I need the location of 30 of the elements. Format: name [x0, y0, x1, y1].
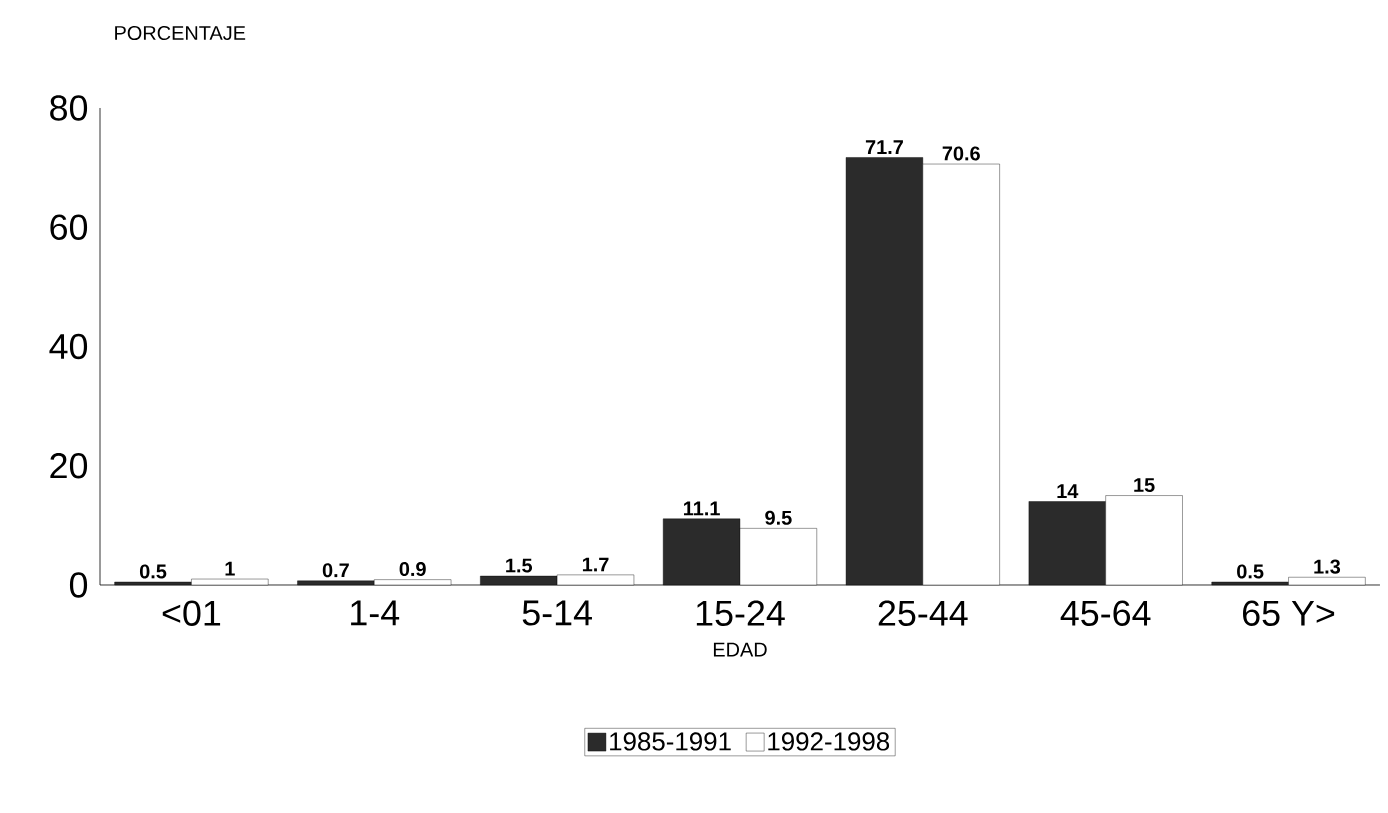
y-tick-label: 60 [50, 214, 88, 240]
x-tick-label: 1-4 [351, 600, 400, 626]
x-tick-label: 45-64 [1060, 600, 1151, 626]
data-label: 1.7 [582, 557, 609, 572]
x-tick-label: 15-24 [696, 600, 785, 626]
y-tick-label: 40 [49, 333, 88, 360]
data-label: 1 [225, 561, 235, 576]
y-axis-title: PORCENTAJE [115, 25, 246, 41]
data-label: 1.3 [1314, 559, 1341, 574]
legend-label: 1985-1991 [610, 732, 731, 751]
data-label: 71.7 [865, 140, 903, 154]
x-tick-label: 5-14 [522, 600, 592, 626]
data-label: 15 [1134, 478, 1155, 493]
y-tick-label: 0 [69, 572, 88, 598]
x-axis-title: EDAD [713, 642, 767, 657]
y-tick-label: 20 [50, 453, 88, 479]
x-tick-label: 25-44 [878, 600, 968, 626]
data-label: 11.1 [683, 501, 720, 516]
x-tick-label: <01 [162, 600, 221, 626]
x-tick-label: 65 Y> [1243, 600, 1335, 626]
data-label: 0.5 [1237, 564, 1264, 579]
data-label: 1.5 [506, 558, 533, 573]
data-label: 70.6 [942, 146, 980, 161]
data-label: 14 [1057, 484, 1079, 498]
y-tick-label: 80 [50, 95, 88, 121]
data-label: 0.9 [399, 562, 426, 577]
data-label: 0.7 [322, 563, 349, 578]
legend-label: 1992-1998 [768, 732, 890, 751]
data-label: 9.5 [765, 510, 792, 525]
data-label: 0.5 [139, 564, 167, 579]
